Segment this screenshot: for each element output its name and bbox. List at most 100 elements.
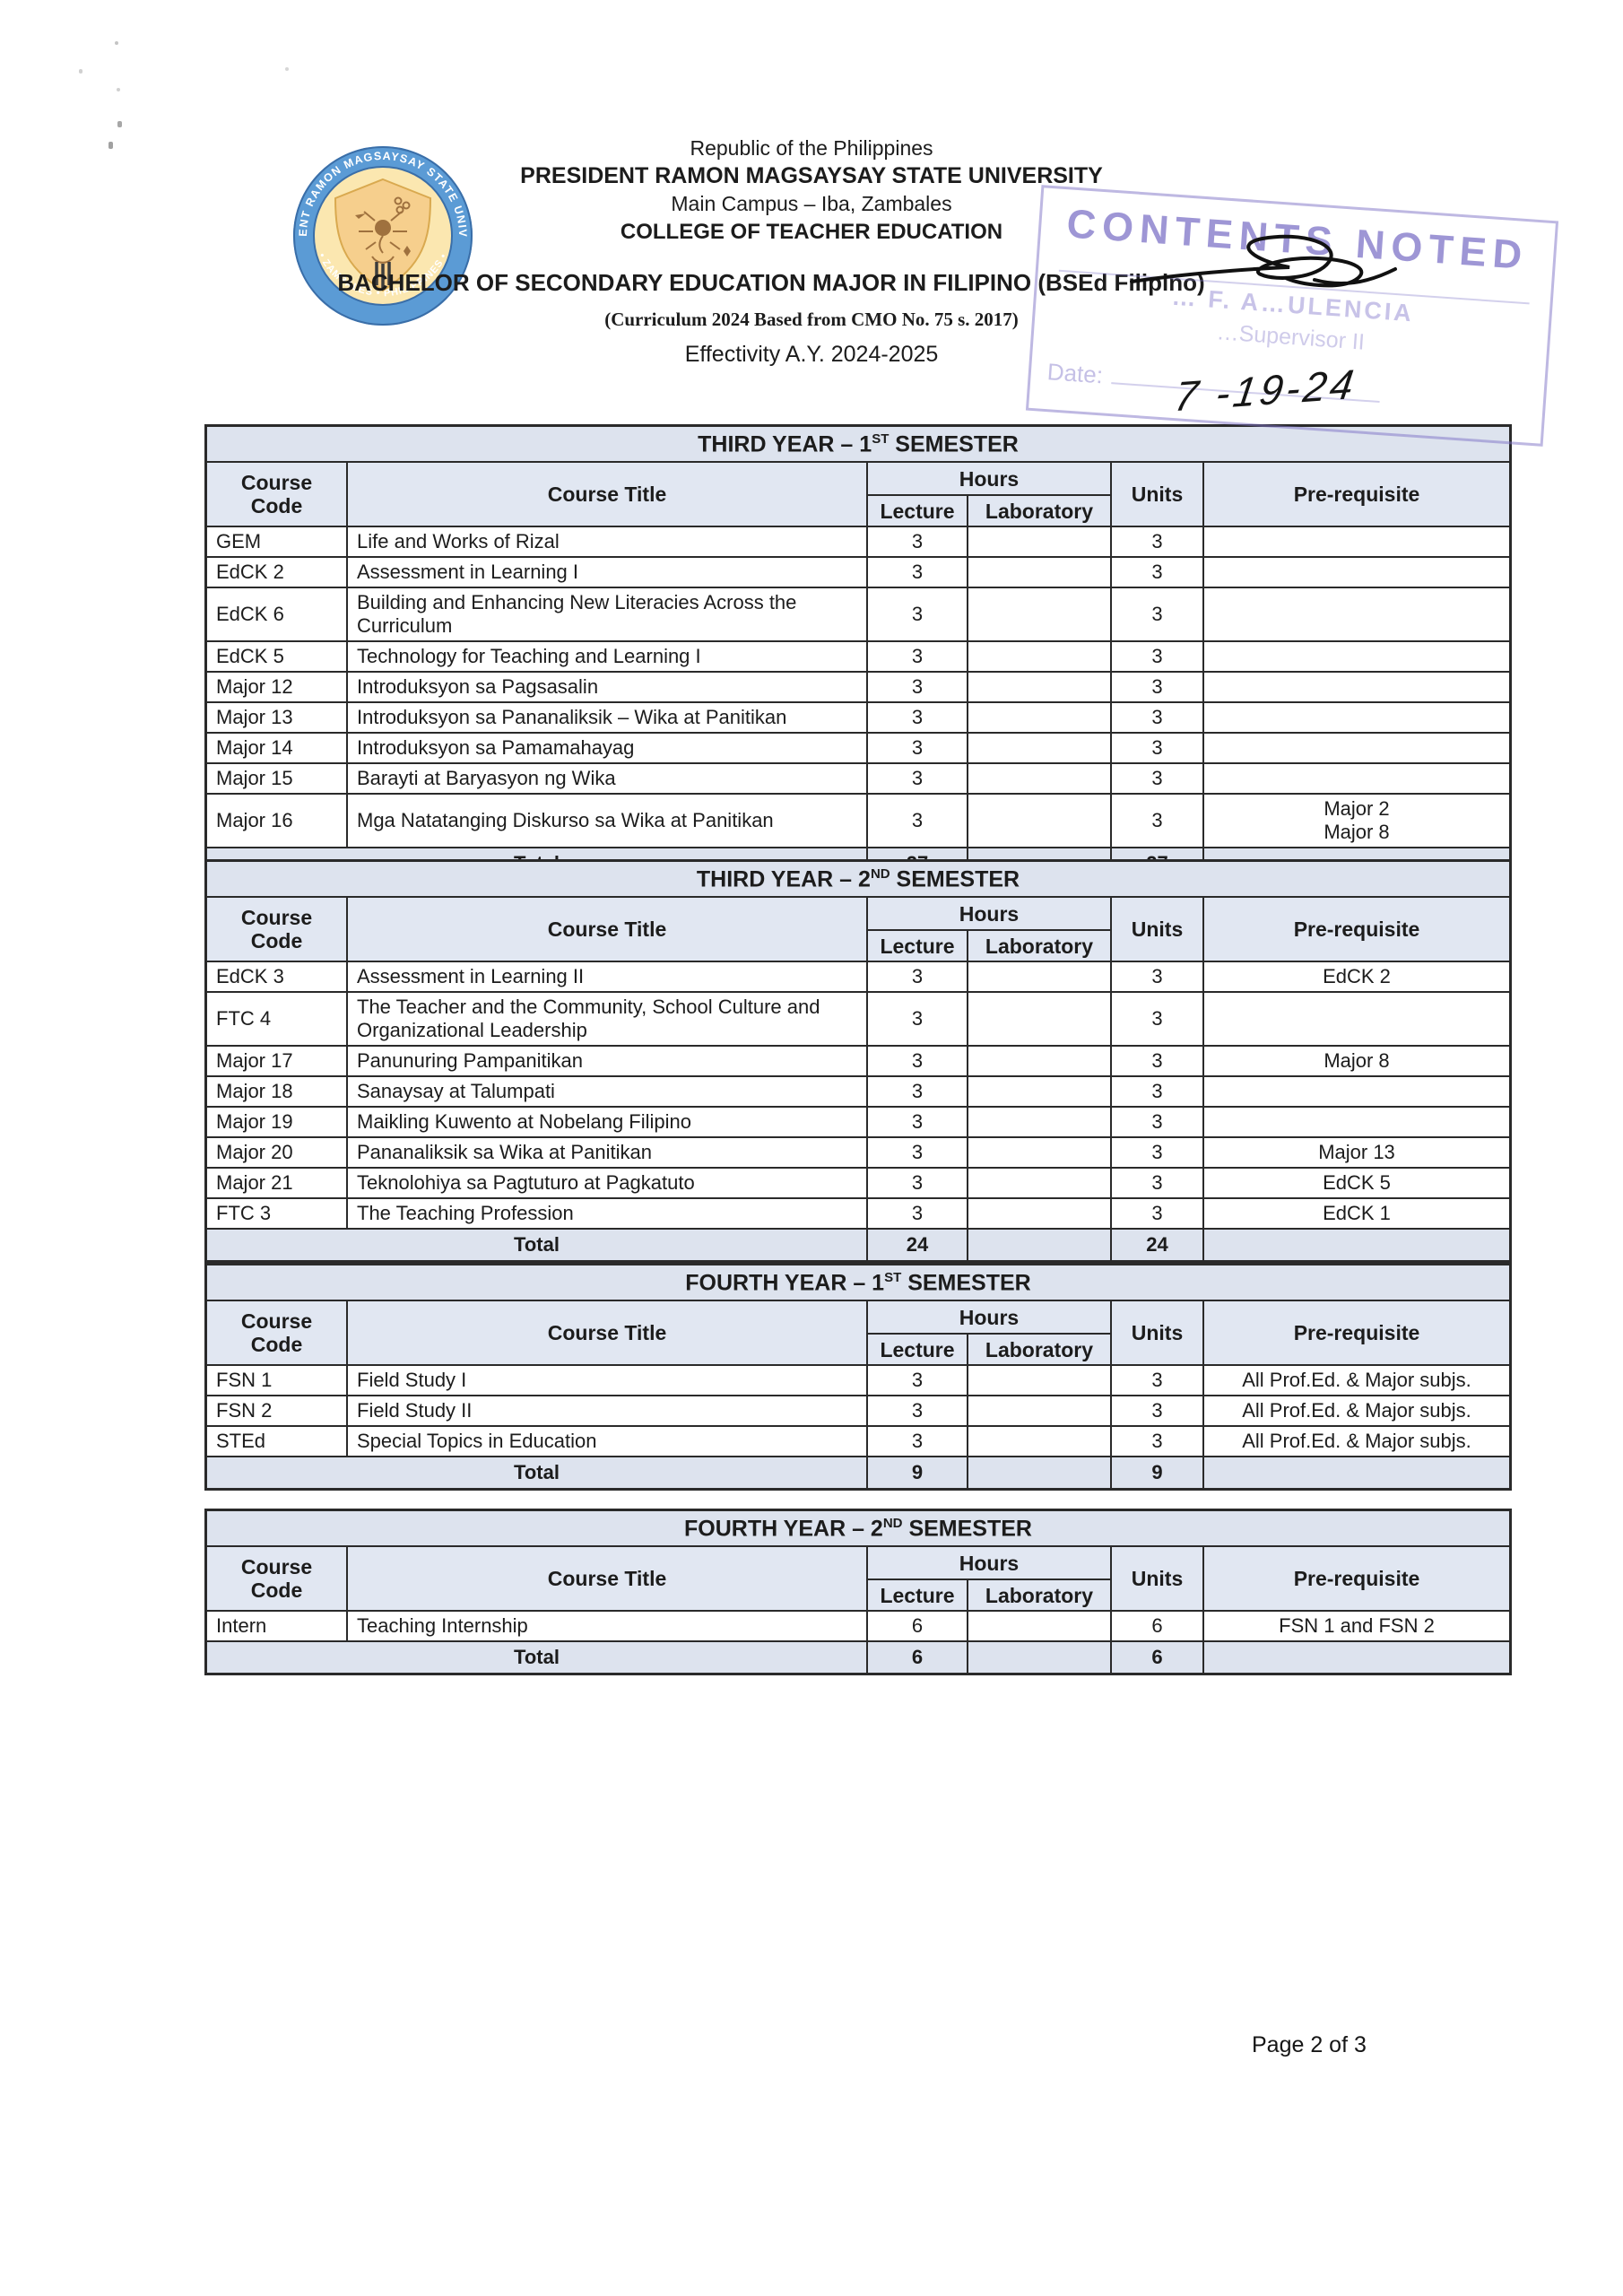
cell-prerequisite — [1204, 673, 1509, 704]
total-label: Total — [207, 1642, 868, 1674]
cell-lecture: 3 — [868, 527, 968, 559]
cell-laboratory — [968, 673, 1112, 704]
cell-course-code: EdCK 5 — [207, 642, 348, 674]
cell-course-title: The Teacher and the Community, School Cu… — [348, 993, 868, 1048]
signature-scribble — [1130, 234, 1397, 288]
cell-course-code: Major 20 — [207, 1138, 348, 1170]
total-units: 24 — [1112, 1230, 1204, 1261]
cell-laboratory — [968, 1108, 1112, 1139]
table-third-year-2nd-sem: THIRD YEAR – 2ND SEMESTER Course Code Cour… — [204, 859, 1512, 1264]
col-header-units: Units — [1112, 1301, 1204, 1367]
header-effectivity: Effectivity A.Y. 2024-2025 — [684, 342, 939, 367]
cell-lecture: 3 — [868, 1396, 968, 1428]
table-fourth-year-2nd-sem: FOURTH YEAR – 2ND SEMESTER Course Code Cou… — [204, 1509, 1512, 1676]
cell-units: 3 — [1112, 993, 1204, 1048]
total-units: 6 — [1112, 1642, 1204, 1674]
cell-laboratory — [968, 642, 1112, 674]
col-header-course-title: Course Title — [348, 463, 868, 528]
scan-noise-dot — [115, 41, 118, 45]
col-header-hours: Hours — [868, 463, 1112, 497]
cell-units: 3 — [1112, 527, 1204, 559]
cell-course-title: Mga Natatanging Diskurso sa Wika at Pani… — [348, 795, 868, 849]
cell-prerequisite: EdCK 5 — [1204, 1169, 1509, 1200]
table-fourth-year-1st-sem: FOURTH YEAR – 1ST SEMESTER Course Code Cou… — [204, 1263, 1512, 1492]
cell-units: 3 — [1112, 1108, 1204, 1139]
cell-course-title: The Teaching Profession — [348, 1199, 868, 1231]
cell-prerequisite — [1204, 1077, 1509, 1109]
col-header-laboratory: Laboratory — [968, 496, 1112, 528]
cell-lecture: 3 — [868, 1108, 968, 1139]
table-title: FOURTH YEAR – 2ND SEMESTER — [207, 1511, 1509, 1548]
col-header-course-code: Course Code — [207, 1547, 348, 1613]
cell-course-code: STEd — [207, 1427, 348, 1458]
col-header-course-code: Course Code — [207, 898, 348, 963]
stamp-date-label: Date: — [1046, 358, 1105, 389]
cell-prerequisite — [1204, 527, 1509, 559]
cell-course-code: Major 18 — [207, 1077, 348, 1109]
col-header-laboratory: Laboratory — [968, 931, 1112, 963]
header-republic: Republic of the Philippines — [690, 136, 933, 160]
cell-lecture: 3 — [868, 1366, 968, 1397]
col-header-course-title: Course Title — [348, 1547, 868, 1613]
header-college: COLLEGE OF TEACHER EDUCATION — [620, 220, 1003, 244]
col-header-laboratory: Laboratory — [968, 1580, 1112, 1613]
cell-course-title: Introduksyon sa Pamamahayag — [348, 734, 868, 765]
cell-units: 3 — [1112, 558, 1204, 589]
cell-laboratory — [968, 1396, 1112, 1428]
cell-laboratory — [968, 527, 1112, 559]
col-header-hours: Hours — [868, 1547, 1112, 1581]
page-number: Page 2 of 3 — [1252, 2032, 1367, 2057]
cell-units: 3 — [1112, 1199, 1204, 1231]
scan-noise-dot — [108, 142, 113, 149]
cell-units: 3 — [1112, 588, 1204, 643]
cell-course-code: Major 14 — [207, 734, 348, 765]
cell-lecture: 3 — [868, 673, 968, 704]
cell-lecture: 3 — [868, 558, 968, 589]
cell-course-code: Major 15 — [207, 764, 348, 796]
cell-lecture: 3 — [868, 993, 968, 1048]
col-header-course-code: Course Code — [207, 463, 348, 528]
cell-laboratory — [968, 1138, 1112, 1170]
cell-units: 3 — [1112, 1138, 1204, 1170]
cell-prerequisite — [1204, 703, 1509, 735]
total-prerequisite — [1204, 1642, 1509, 1674]
cell-laboratory — [968, 1169, 1112, 1200]
col-header-prerequisite: Pre-requisite — [1204, 1547, 1509, 1613]
total-laboratory — [968, 1230, 1112, 1261]
col-header-course-title: Course Title — [348, 898, 868, 963]
cell-course-code: FTC 3 — [207, 1199, 348, 1231]
cell-course-code: Major 12 — [207, 673, 348, 704]
header-university-name: PRESIDENT RAMON MAGSAYSAY STATE UNIVERSI… — [520, 163, 1103, 188]
cell-prerequisite: Major 8 — [1204, 1047, 1509, 1078]
col-header-units: Units — [1112, 463, 1204, 528]
cell-laboratory — [968, 703, 1112, 735]
cell-laboratory — [968, 734, 1112, 765]
cell-course-title: Introduksyon sa Pagsasalin — [348, 673, 868, 704]
col-header-prerequisite: Pre-requisite — [1204, 1301, 1509, 1367]
cell-course-title: Sanaysay at Talumpati — [348, 1077, 868, 1109]
cell-prerequisite: Major 13 — [1204, 1138, 1509, 1170]
cell-prerequisite — [1204, 558, 1509, 589]
cell-prerequisite — [1204, 1108, 1509, 1139]
cell-units: 3 — [1112, 1077, 1204, 1109]
cell-laboratory — [968, 588, 1112, 643]
cell-course-code: FTC 4 — [207, 993, 348, 1048]
cell-course-title: Special Topics in Education — [348, 1427, 868, 1458]
cell-laboratory — [968, 993, 1112, 1048]
cell-course-title: Building and Enhancing New Literacies Ac… — [348, 588, 868, 643]
cell-units: 3 — [1112, 1169, 1204, 1200]
total-lecture: 9 — [868, 1457, 968, 1489]
col-header-hours: Hours — [868, 1301, 1112, 1335]
cell-course-title: Assessment in Learning II — [348, 962, 868, 994]
cell-prerequisite: EdCK 1 — [1204, 1199, 1509, 1231]
total-label: Total — [207, 1230, 868, 1261]
scan-noise-dot — [79, 69, 82, 74]
total-lecture: 6 — [868, 1642, 968, 1674]
cell-laboratory — [968, 1427, 1112, 1458]
cell-course-title: Barayti at Baryasyon ng Wika — [348, 764, 868, 796]
cell-lecture: 3 — [868, 962, 968, 994]
col-header-hours: Hours — [868, 898, 1112, 932]
col-header-laboratory: Laboratory — [968, 1335, 1112, 1367]
cell-prerequisite: FSN 1 and FSN 2 — [1204, 1612, 1509, 1643]
